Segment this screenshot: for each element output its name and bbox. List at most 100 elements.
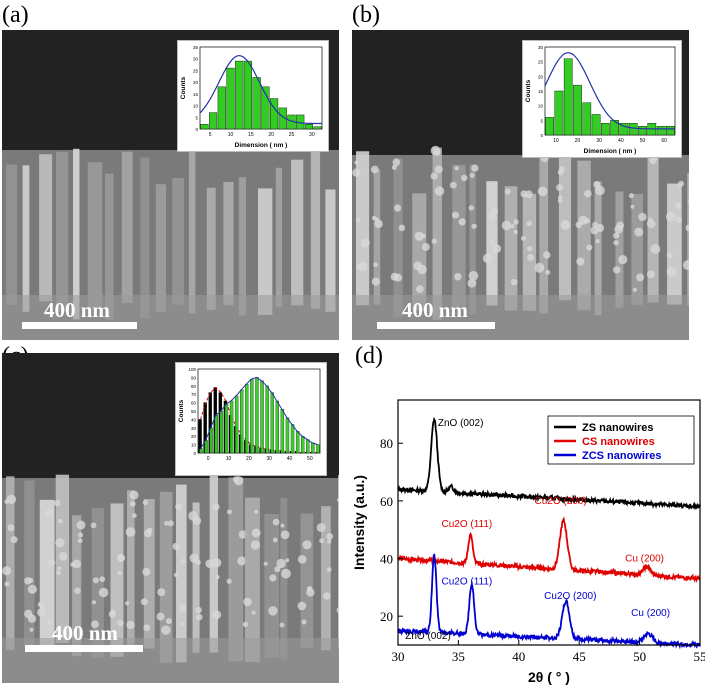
nanowire [325, 189, 336, 312]
nanoparticle [251, 528, 261, 538]
nanowire [192, 502, 200, 653]
nanoparticle [482, 253, 493, 264]
distribution-fit [200, 386, 318, 453]
inset-x-tick-label: 60 [661, 138, 667, 144]
nanowire [687, 172, 689, 306]
nanoparticle [10, 536, 18, 544]
inset-y-tick-label: 25 [538, 60, 544, 65]
nanoparticle [129, 490, 139, 500]
nanoparticle [630, 204, 635, 209]
nanoparticle [391, 164, 397, 170]
nanoparticle [454, 166, 459, 171]
xrd-peak-annotation: ZnO (002) [438, 418, 484, 429]
histogram-bar [250, 378, 254, 454]
nanoparticle [72, 559, 82, 569]
nanowire [291, 159, 304, 306]
nanoparticle [274, 566, 281, 573]
histogram-bar [200, 124, 209, 130]
sem-texture-c [2, 353, 339, 683]
nanoparticle [490, 214, 497, 221]
histogram-bar [666, 125, 675, 136]
nanoparticle [234, 476, 244, 486]
nanoparticle [468, 270, 479, 281]
nanoparticle [98, 587, 109, 598]
xrd-x-tick-label: 50 [633, 649, 646, 664]
inset-y-tick-label: 10 [538, 104, 544, 109]
nanoparticle [618, 254, 628, 265]
inset-x-tick-label: 15 [248, 132, 254, 138]
nanoparticle [280, 530, 290, 540]
nanoparticle [45, 508, 54, 517]
histogram-bar [229, 400, 234, 454]
nanoparticle [48, 559, 56, 567]
nanoparticle [469, 172, 475, 178]
nanowire [258, 188, 273, 315]
nanoparticle [110, 609, 116, 616]
xrd-x-axis-label: 2θ ( ° ) [528, 669, 570, 685]
nanoparticle [490, 240, 495, 246]
nanoparticle [392, 158, 401, 167]
nanoparticle [285, 558, 290, 563]
histogram-bar [214, 415, 218, 454]
nanoparticle [666, 266, 677, 277]
nanoparticle [164, 521, 169, 526]
inset-x-tick-label: 50 [640, 138, 646, 144]
nanoparticle [675, 216, 682, 224]
nanoparticle [586, 244, 593, 251]
nanoparticle [688, 199, 689, 204]
nanoparticle [685, 224, 689, 232]
nanoparticle [306, 588, 315, 597]
nanoparticle [276, 558, 286, 569]
inset-y-tick-label: 20 [193, 80, 199, 85]
histogram-bar [255, 377, 259, 454]
nanoparticle [126, 620, 135, 630]
nanowire [275, 167, 283, 308]
nanoparticle [525, 190, 533, 199]
nanowire [338, 475, 339, 649]
xrd-x-tick-label: 30 [392, 649, 405, 664]
nanoparticle [646, 219, 656, 229]
inset-x-tick-label: 0 [207, 456, 210, 462]
nanoparticle [583, 189, 592, 198]
histogram-bar [275, 400, 279, 454]
xrd-peak-annotation: Cu2O (200) [535, 496, 587, 507]
nanoparticle [212, 610, 222, 620]
xrd-peak-annotation: Cu2O (111) [441, 576, 492, 587]
nanoparticle [394, 273, 403, 282]
nanoparticle [24, 609, 33, 619]
inset-y-tick-label: 50 [191, 409, 197, 414]
nanoparticle [527, 253, 535, 261]
xrd-x-tick-label: 55 [694, 649, 706, 664]
histogram-bar [290, 424, 295, 454]
histogram-bar [554, 90, 564, 136]
nanoparticle [468, 205, 474, 211]
nanowire [105, 173, 114, 320]
histogram-bar [260, 380, 264, 454]
nanowire [206, 187, 216, 310]
nanoparticle [434, 165, 443, 174]
nanoparticle [449, 181, 457, 189]
xrd-peak-annotation: Cu2O (200) [544, 591, 596, 602]
nanoparticle [297, 554, 307, 564]
nanoparticle [205, 559, 215, 568]
sem-image-b: 400 nm [352, 30, 689, 340]
nanoparticle [678, 180, 684, 187]
nanowire [452, 164, 466, 307]
nanoparticle [665, 211, 676, 222]
inset-y-axis-label: Counts [525, 79, 532, 102]
xrd-series-line [397, 516, 701, 584]
nanowire [393, 158, 403, 318]
nanoparticle [526, 220, 532, 227]
nanoparticle [125, 527, 136, 537]
nanoparticle [612, 232, 620, 239]
histogram-bar [234, 395, 239, 454]
nanoparticle [398, 224, 406, 232]
nanoparticle [458, 218, 466, 226]
nanoparticle [251, 610, 256, 615]
nanoparticle [77, 538, 83, 544]
nanowire [121, 151, 133, 304]
nanoparticle [301, 619, 307, 625]
nanoparticle [243, 597, 252, 607]
nanoparticle [125, 601, 130, 606]
nanoparticle [520, 235, 526, 241]
